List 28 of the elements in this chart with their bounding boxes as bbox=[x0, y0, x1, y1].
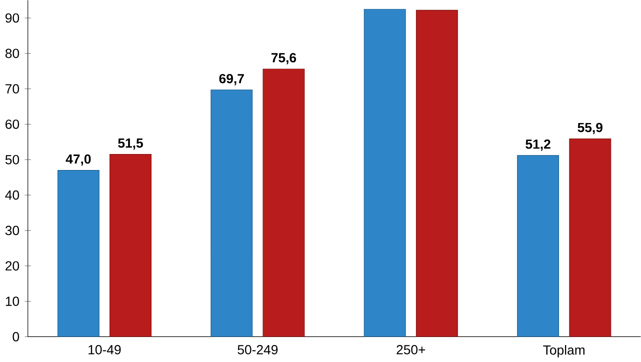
y-tick-label: 30 bbox=[5, 226, 20, 236]
bar bbox=[110, 154, 152, 337]
y-tick-label: 90 bbox=[6, 13, 20, 23]
y-tick-label: 70 bbox=[6, 84, 20, 94]
x-tick-label: 250+ bbox=[396, 344, 426, 354]
bar bbox=[416, 10, 458, 337]
y-tick-label: 50 bbox=[5, 154, 20, 164]
bar bbox=[262, 68, 305, 337]
bar bbox=[210, 89, 253, 337]
bar bbox=[364, 8, 406, 337]
bar bbox=[569, 138, 612, 337]
x-tick-label: 10-49 bbox=[88, 344, 121, 354]
y-tick-label: 40 bbox=[5, 190, 20, 200]
bar bbox=[57, 170, 100, 337]
x-tick-label: Toplam bbox=[543, 344, 584, 358]
y-tick-label: 20 bbox=[6, 261, 20, 270]
y-tick-label: 80 bbox=[5, 48, 20, 58]
data-label: 75,6 bbox=[271, 52, 296, 64]
y-tick-label: 60 bbox=[6, 119, 20, 129]
data-label: 69,7 bbox=[219, 74, 244, 86]
bar bbox=[517, 155, 560, 337]
data-label: 55,9 bbox=[578, 122, 602, 134]
data-label: 47,0 bbox=[66, 154, 91, 166]
data-label: 51,5 bbox=[118, 138, 143, 150]
x-tick-label: 50-249 bbox=[238, 344, 278, 354]
y-tick-label: 10 bbox=[6, 296, 20, 306]
data-label: 51,2 bbox=[526, 139, 550, 151]
y-tick-label: 0 bbox=[12, 332, 20, 342]
